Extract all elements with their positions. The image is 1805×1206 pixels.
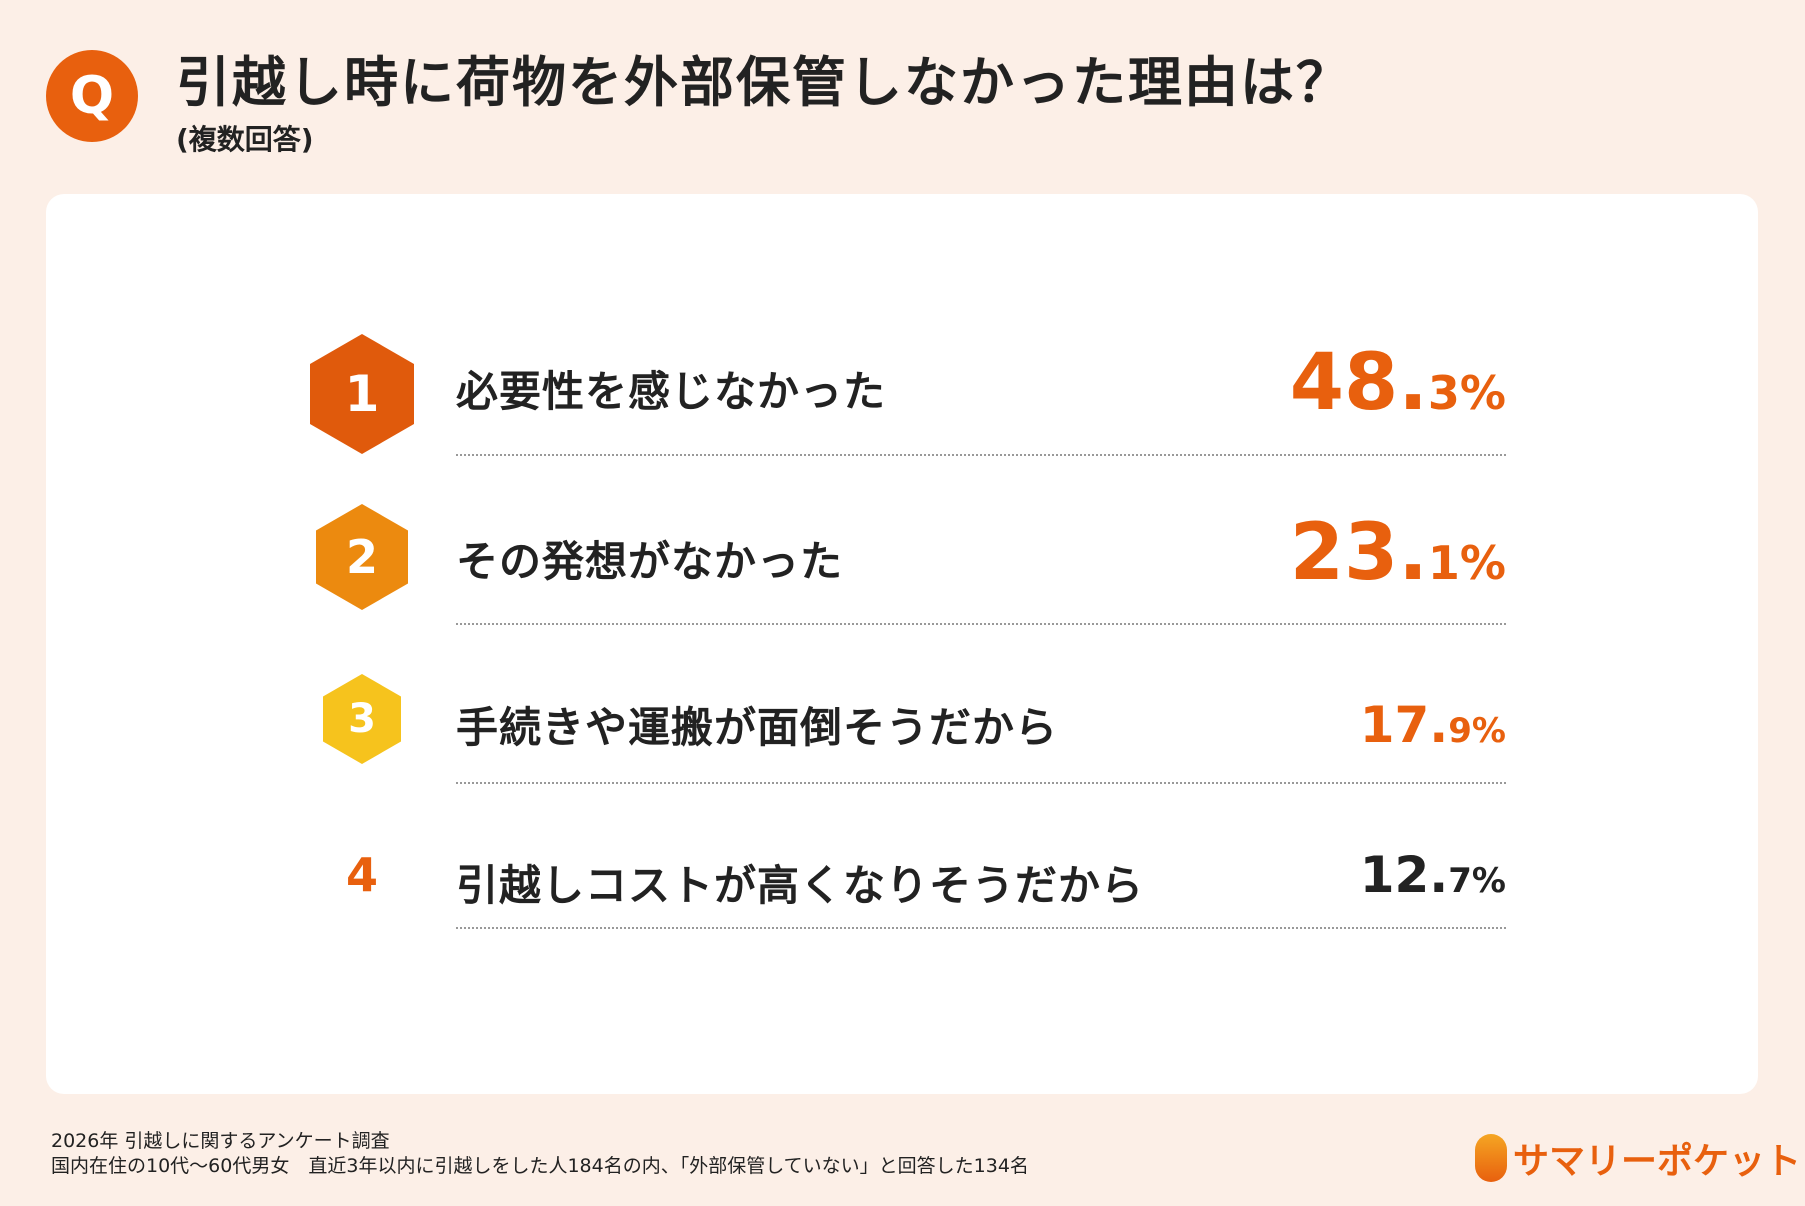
percent-int: 12. [1359,846,1449,904]
percent-int: 48. [1289,338,1428,428]
rank-2-hexagon-icon: 2 [316,504,408,610]
percent-int: 23. [1289,508,1428,598]
percent-dec: 7% [1448,861,1506,901]
percent-dec: 1% [1427,536,1506,590]
divider [456,623,1506,625]
percent-dec: 3% [1427,366,1506,420]
logo-mark-icon [1475,1134,1507,1182]
rank-2-percent: 23.1% [1290,508,1506,598]
page-subtitle: (複数回答) [176,123,314,156]
rank-1-percent: 48.3% [1290,338,1506,428]
page-title: 引越し時に荷物を外部保管しなかった理由は？ [176,51,1352,114]
survey-title: 2026年 引越しに関するアンケート調査 [51,1130,390,1152]
percent-dec: 9% [1448,711,1506,751]
rank-4-label: 引越しコストが高くなりそうだから [456,861,1145,910]
rank-2-label: その発想がなかった [456,537,844,586]
percent-int: 17. [1359,696,1449,754]
divider [456,782,1506,784]
rank-1-hexagon-icon: 1 [310,334,414,454]
rank-4-number: 4 [345,848,378,902]
survey-target: 国内在住の10代〜60代男女 直近3年以内に引越しをした人184名の内、「外部保… [51,1155,1029,1177]
rank-3-percent: 17.9% [1360,696,1506,754]
rank-3-label: 手続きや運搬が面倒そうだから [456,703,1059,752]
rank-3-hexagon-icon: 3 [323,674,401,764]
divider [456,927,1506,929]
rank-4-percent: 12.7% [1360,846,1506,904]
logo-text: サマリーポケット [1513,1141,1802,1182]
rank-1-label: 必要性を感じなかった [456,367,887,416]
brand-logo: サマリーポケット [1475,1132,1801,1184]
divider [456,454,1506,456]
q-badge: Q [46,50,138,142]
ranking-card [46,194,1758,1094]
